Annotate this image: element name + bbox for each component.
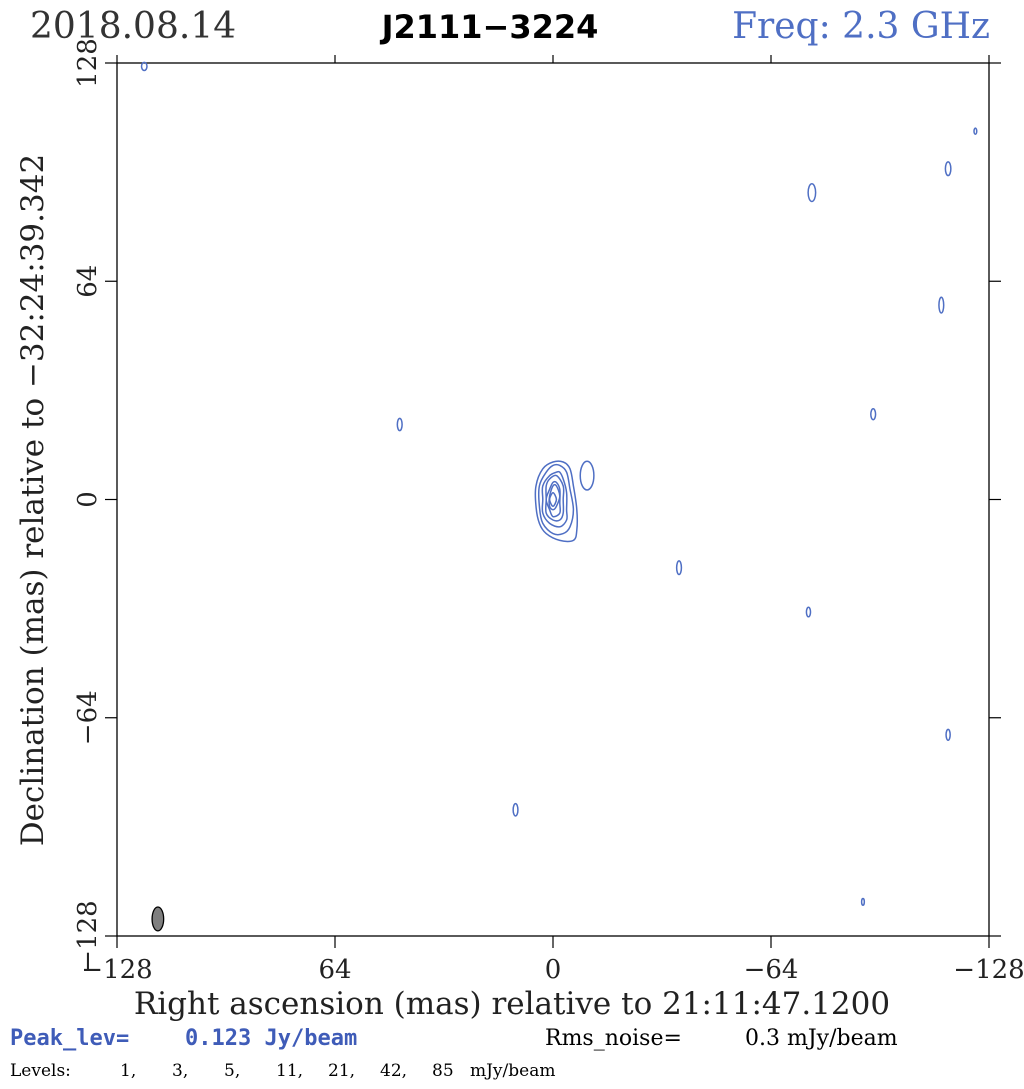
y-tick-labels: 128 64 0 −64 −128 [73, 38, 103, 972]
x-axis-label: Right ascension (mas) relative to 21:11:… [134, 986, 890, 1022]
frequency-label: Freq: 2.3 GHz [732, 6, 990, 47]
y-axis-label: Declination (mas) relative to −32:24:39.… [15, 154, 51, 846]
levels-unit: mJy/beam [470, 1061, 555, 1081]
level-value-6: 85 [432, 1061, 454, 1081]
noise-contour-4 [512, 802, 519, 817]
noise-contour-2 [675, 560, 683, 576]
x-tick-label-4: −128 [953, 955, 1024, 985]
core-contour-3 [537, 463, 575, 536]
level-value-0: 1, [120, 1061, 136, 1081]
noise-contour-8 [944, 161, 952, 177]
level-value-5: 42, [380, 1061, 407, 1081]
noise-contour-5 [807, 182, 817, 203]
y-tick-label-0: 128 [73, 38, 103, 88]
source-title: J2111−3224 [380, 8, 599, 46]
y-tick-label-4: −128 [73, 900, 103, 971]
noise-contour-10 [945, 728, 951, 742]
y-tick-label-2: 0 [73, 491, 103, 508]
x-tick-labels: −128 64 0 −64 −128 [81, 955, 1024, 985]
y-tick-label-3: −64 [73, 690, 103, 745]
beam-ellipse [151, 906, 165, 932]
level-value-4: 21, [328, 1061, 355, 1081]
x-tick-label-0: −128 [81, 955, 152, 985]
noise-contour-12 [140, 61, 148, 72]
core-contour-42 [548, 483, 561, 511]
y-tick-label-1: 64 [73, 265, 103, 298]
rms-noise-label: Rms_noise= [545, 1026, 682, 1051]
x-tick-label-3: −64 [744, 955, 799, 985]
peak-level-value: 0.123 Jy/beam [185, 1026, 357, 1051]
level-value-3: 11, [276, 1061, 303, 1081]
levels-label: Levels: [10, 1061, 71, 1081]
noise-contour-6 [870, 408, 877, 421]
noise-contour-11 [860, 897, 866, 907]
x-tick-label-1: 64 [318, 955, 351, 985]
noise-contour-7 [938, 296, 945, 314]
x-tick-label-2: 0 [545, 955, 562, 985]
peak-level-label: Peak_lev= [10, 1026, 129, 1051]
beam-layer [151, 906, 165, 932]
core-contour-5 [541, 470, 568, 528]
noise-contour-3 [805, 606, 812, 618]
rms-noise-value: 0.3 mJy/beam [745, 1026, 898, 1051]
contour-layer [140, 61, 978, 907]
noise-contour-9 [973, 127, 978, 136]
level-value-1: 3, [172, 1061, 188, 1081]
noise-contour-1 [396, 417, 403, 432]
level-value-2: 5, [224, 1061, 240, 1081]
plot-frame [116, 62, 990, 937]
axis-ticks [105, 55, 1001, 948]
core-contour-11 [544, 474, 565, 522]
noise-contour-0 [579, 460, 595, 491]
levels-list: 1, 3, 5, 11, 21, 42, 85 [120, 1061, 454, 1081]
core-contour-1 [534, 460, 578, 543]
core-contour-85 [548, 491, 558, 508]
observation-date: 2018.08.14 [30, 6, 236, 47]
